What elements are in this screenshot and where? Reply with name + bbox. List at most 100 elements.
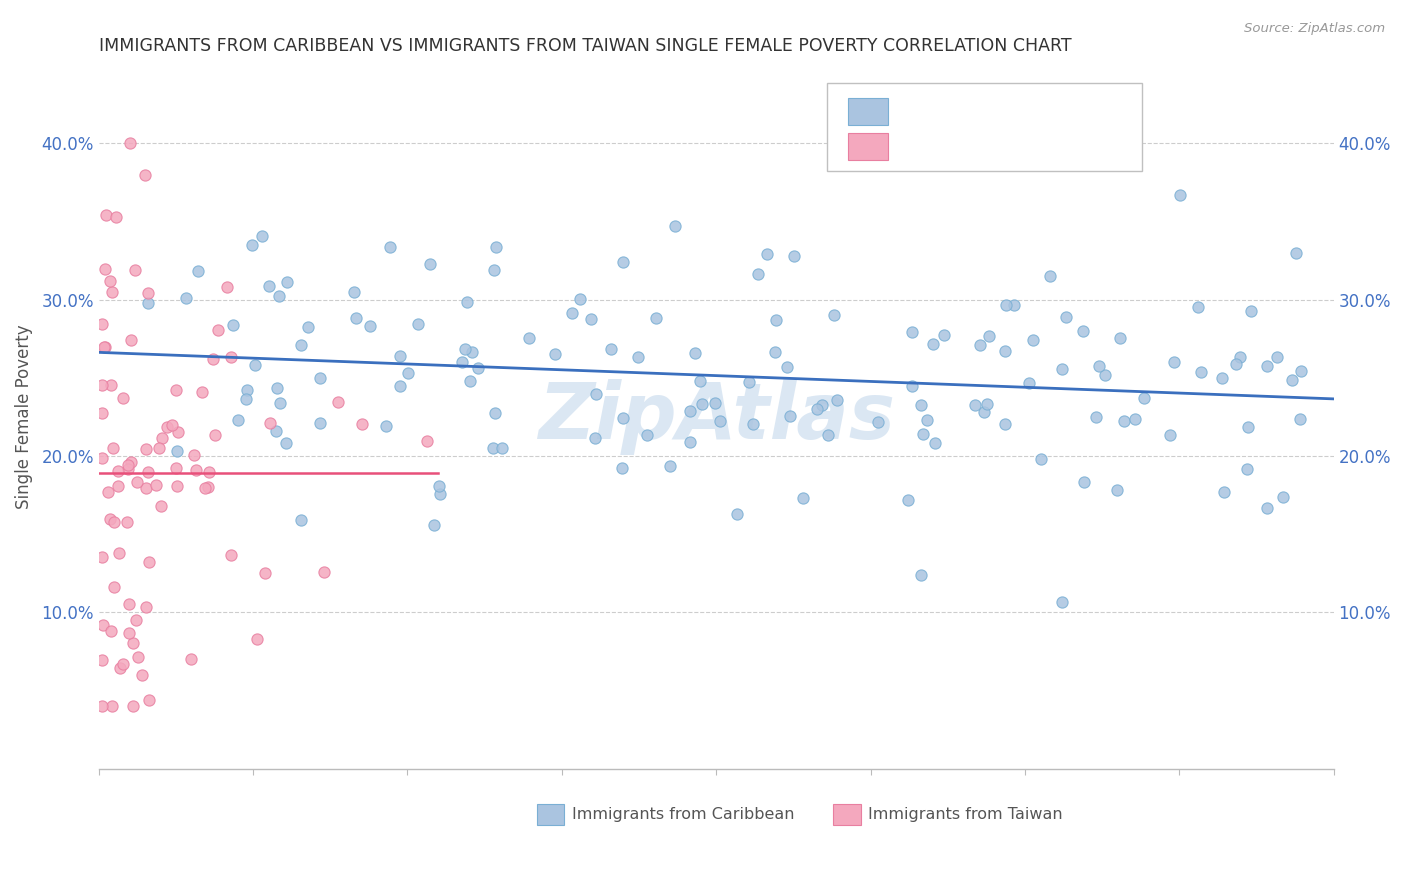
Point — [934, 327, 956, 342]
Point — [138, 556, 160, 570]
Point — [197, 480, 219, 494]
Text: R =  -0.260   N = 143: R = -0.260 N = 143 — [903, 103, 1081, 120]
Point — [90, 698, 112, 713]
Point — [1112, 414, 1135, 428]
Point — [429, 487, 451, 501]
Point — [120, 455, 142, 469]
Point — [90, 317, 112, 331]
Point — [451, 354, 474, 368]
Point — [765, 313, 787, 327]
Point — [160, 417, 183, 432]
Point — [817, 427, 839, 442]
Point — [90, 450, 112, 465]
Point — [184, 463, 207, 477]
Point — [204, 428, 226, 442]
Point — [136, 285, 159, 300]
Point — [150, 431, 173, 445]
Point — [352, 417, 374, 431]
Point — [419, 257, 441, 271]
Point — [91, 617, 114, 632]
Point — [977, 328, 1000, 343]
Point — [308, 416, 330, 430]
Point — [276, 275, 298, 289]
Point — [219, 548, 242, 562]
Point — [569, 292, 592, 306]
Text: Immigrants from Caribbean: Immigrants from Caribbean — [572, 807, 794, 822]
Point — [250, 229, 273, 244]
Point — [1168, 188, 1191, 202]
Point — [165, 384, 187, 398]
Point — [166, 443, 188, 458]
Text: IMMIGRANTS FROM CARIBBEAN VS IMMIGRANTS FROM TAIWAN SINGLE FEMALE POVERTY CORREL: IMMIGRANTS FROM CARIBBEAN VS IMMIGRANTS … — [98, 37, 1071, 55]
Point — [454, 342, 477, 356]
Point — [100, 624, 122, 638]
Point — [994, 417, 1017, 431]
Point — [1052, 361, 1074, 376]
Point — [1289, 364, 1312, 378]
Point — [149, 500, 172, 514]
Point — [111, 657, 134, 672]
Point — [389, 349, 412, 363]
Point — [115, 515, 138, 529]
Point — [915, 413, 938, 427]
Point — [1133, 391, 1156, 405]
Point — [118, 625, 141, 640]
Point — [703, 396, 725, 410]
Point — [101, 442, 124, 456]
Point — [1159, 428, 1181, 442]
Text: ZipAtlas: ZipAtlas — [537, 379, 894, 455]
Point — [121, 635, 143, 649]
Point — [94, 262, 117, 277]
Point — [165, 460, 187, 475]
Point — [183, 448, 205, 462]
Point — [240, 238, 263, 252]
Point — [1236, 461, 1258, 475]
Point — [484, 239, 506, 253]
Point — [374, 418, 396, 433]
Point — [1288, 412, 1310, 426]
Point — [427, 479, 450, 493]
Point — [583, 431, 606, 445]
Point — [491, 441, 513, 455]
Point — [763, 344, 786, 359]
Point — [121, 333, 143, 347]
Point — [1256, 500, 1278, 515]
Point — [792, 491, 814, 505]
Point — [90, 406, 112, 420]
Point — [866, 415, 889, 429]
Point — [101, 285, 124, 299]
Point — [91, 653, 114, 667]
Point — [187, 263, 209, 277]
Point — [254, 566, 277, 581]
Point — [117, 598, 139, 612]
Point — [1054, 310, 1077, 325]
Point — [117, 462, 139, 476]
FancyBboxPatch shape — [848, 98, 887, 125]
FancyBboxPatch shape — [827, 83, 1142, 170]
Point — [1088, 359, 1111, 373]
Point — [257, 279, 280, 293]
Point — [1108, 331, 1130, 345]
Point — [1038, 268, 1060, 283]
Point — [636, 428, 658, 442]
Point — [823, 308, 845, 322]
Point — [1265, 350, 1288, 364]
Point — [245, 358, 267, 372]
Point — [517, 331, 540, 345]
Point — [156, 420, 179, 434]
Point — [461, 344, 484, 359]
Point — [389, 379, 412, 393]
Point — [901, 379, 924, 393]
Point — [198, 465, 221, 479]
Point — [217, 280, 239, 294]
Point — [1271, 490, 1294, 504]
Point — [994, 344, 1017, 359]
Point — [1256, 359, 1278, 373]
Point — [145, 477, 167, 491]
Point — [267, 288, 290, 302]
Point — [90, 378, 112, 392]
Point — [124, 263, 146, 277]
Point — [683, 346, 706, 360]
Point — [1002, 298, 1025, 312]
Point — [118, 136, 141, 151]
